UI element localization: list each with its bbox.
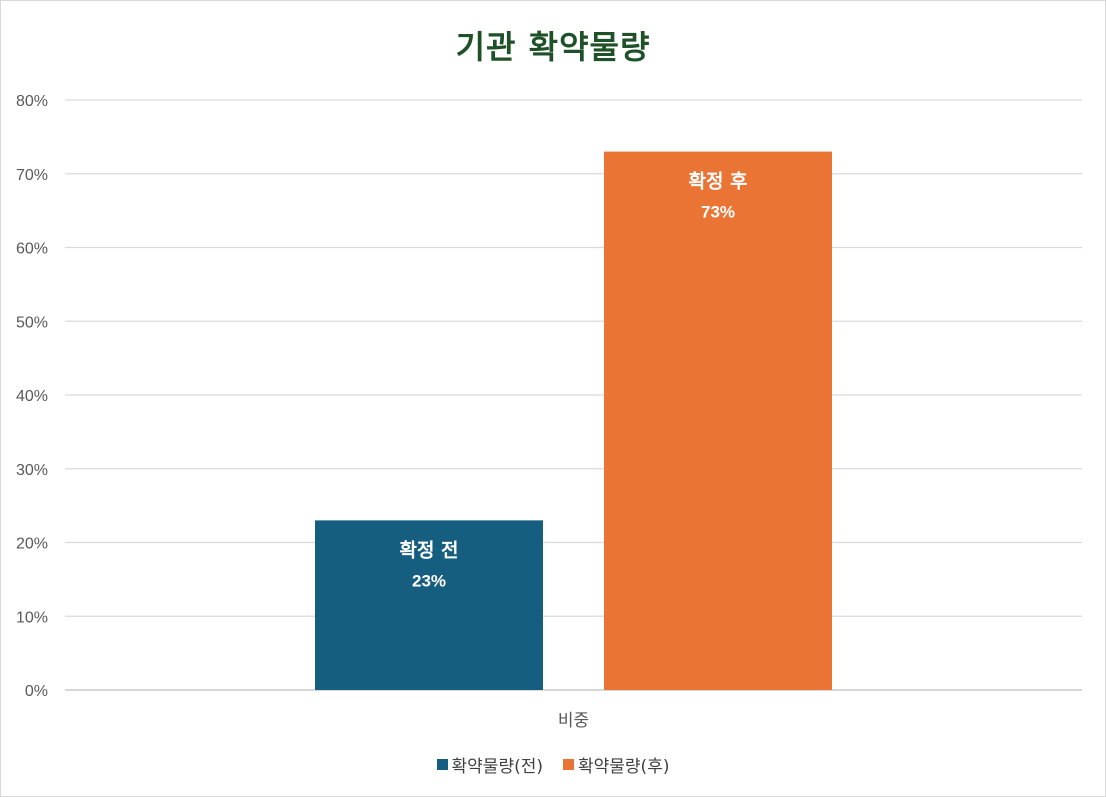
legend-item: 확약물량(후) bbox=[563, 752, 669, 777]
y-tick-label: 80% bbox=[16, 93, 48, 110]
chart-title: 기관 확약물량 bbox=[455, 28, 651, 66]
y-tick-label: 0% bbox=[25, 683, 48, 700]
y-tick-label: 60% bbox=[16, 241, 48, 258]
y-tick-label: 10% bbox=[16, 609, 48, 626]
bar-category-label: 확정 후 bbox=[688, 170, 747, 193]
bar-value-label: 23% bbox=[412, 571, 446, 590]
x-tick-label: 비중 bbox=[558, 711, 589, 731]
y-tick-label: 20% bbox=[16, 536, 48, 553]
bar-category-label: 확정 전 bbox=[399, 538, 458, 561]
y-tick-label: 70% bbox=[16, 167, 48, 184]
bars bbox=[315, 151, 832, 690]
data-labels: 확정 전 23% 확정 후 73% bbox=[399, 170, 747, 591]
y-axis-tick-labels: 0% 10% 20% 30% 40% 50% 60% 70% 80% bbox=[16, 93, 48, 700]
bar-after bbox=[604, 151, 832, 690]
y-tick-label: 50% bbox=[16, 314, 48, 331]
legend-swatch bbox=[436, 759, 448, 770]
legend: 확약물량(전) 확약물량(후) bbox=[0, 752, 1106, 777]
legend-swatch bbox=[563, 759, 574, 770]
bar-before bbox=[315, 520, 543, 690]
x-axis-tick-labels: 비중 bbox=[558, 711, 589, 731]
y-tick-label: 30% bbox=[16, 462, 48, 479]
legend-label: 확약물량(전) bbox=[451, 757, 543, 777]
gridlines bbox=[65, 99, 1082, 691]
legend-label: 확약물량(후) bbox=[578, 757, 670, 777]
bar-value-label: 73% bbox=[701, 203, 735, 222]
legend-item: 확약물량(전) bbox=[436, 752, 543, 777]
y-tick-label: 40% bbox=[16, 388, 48, 405]
